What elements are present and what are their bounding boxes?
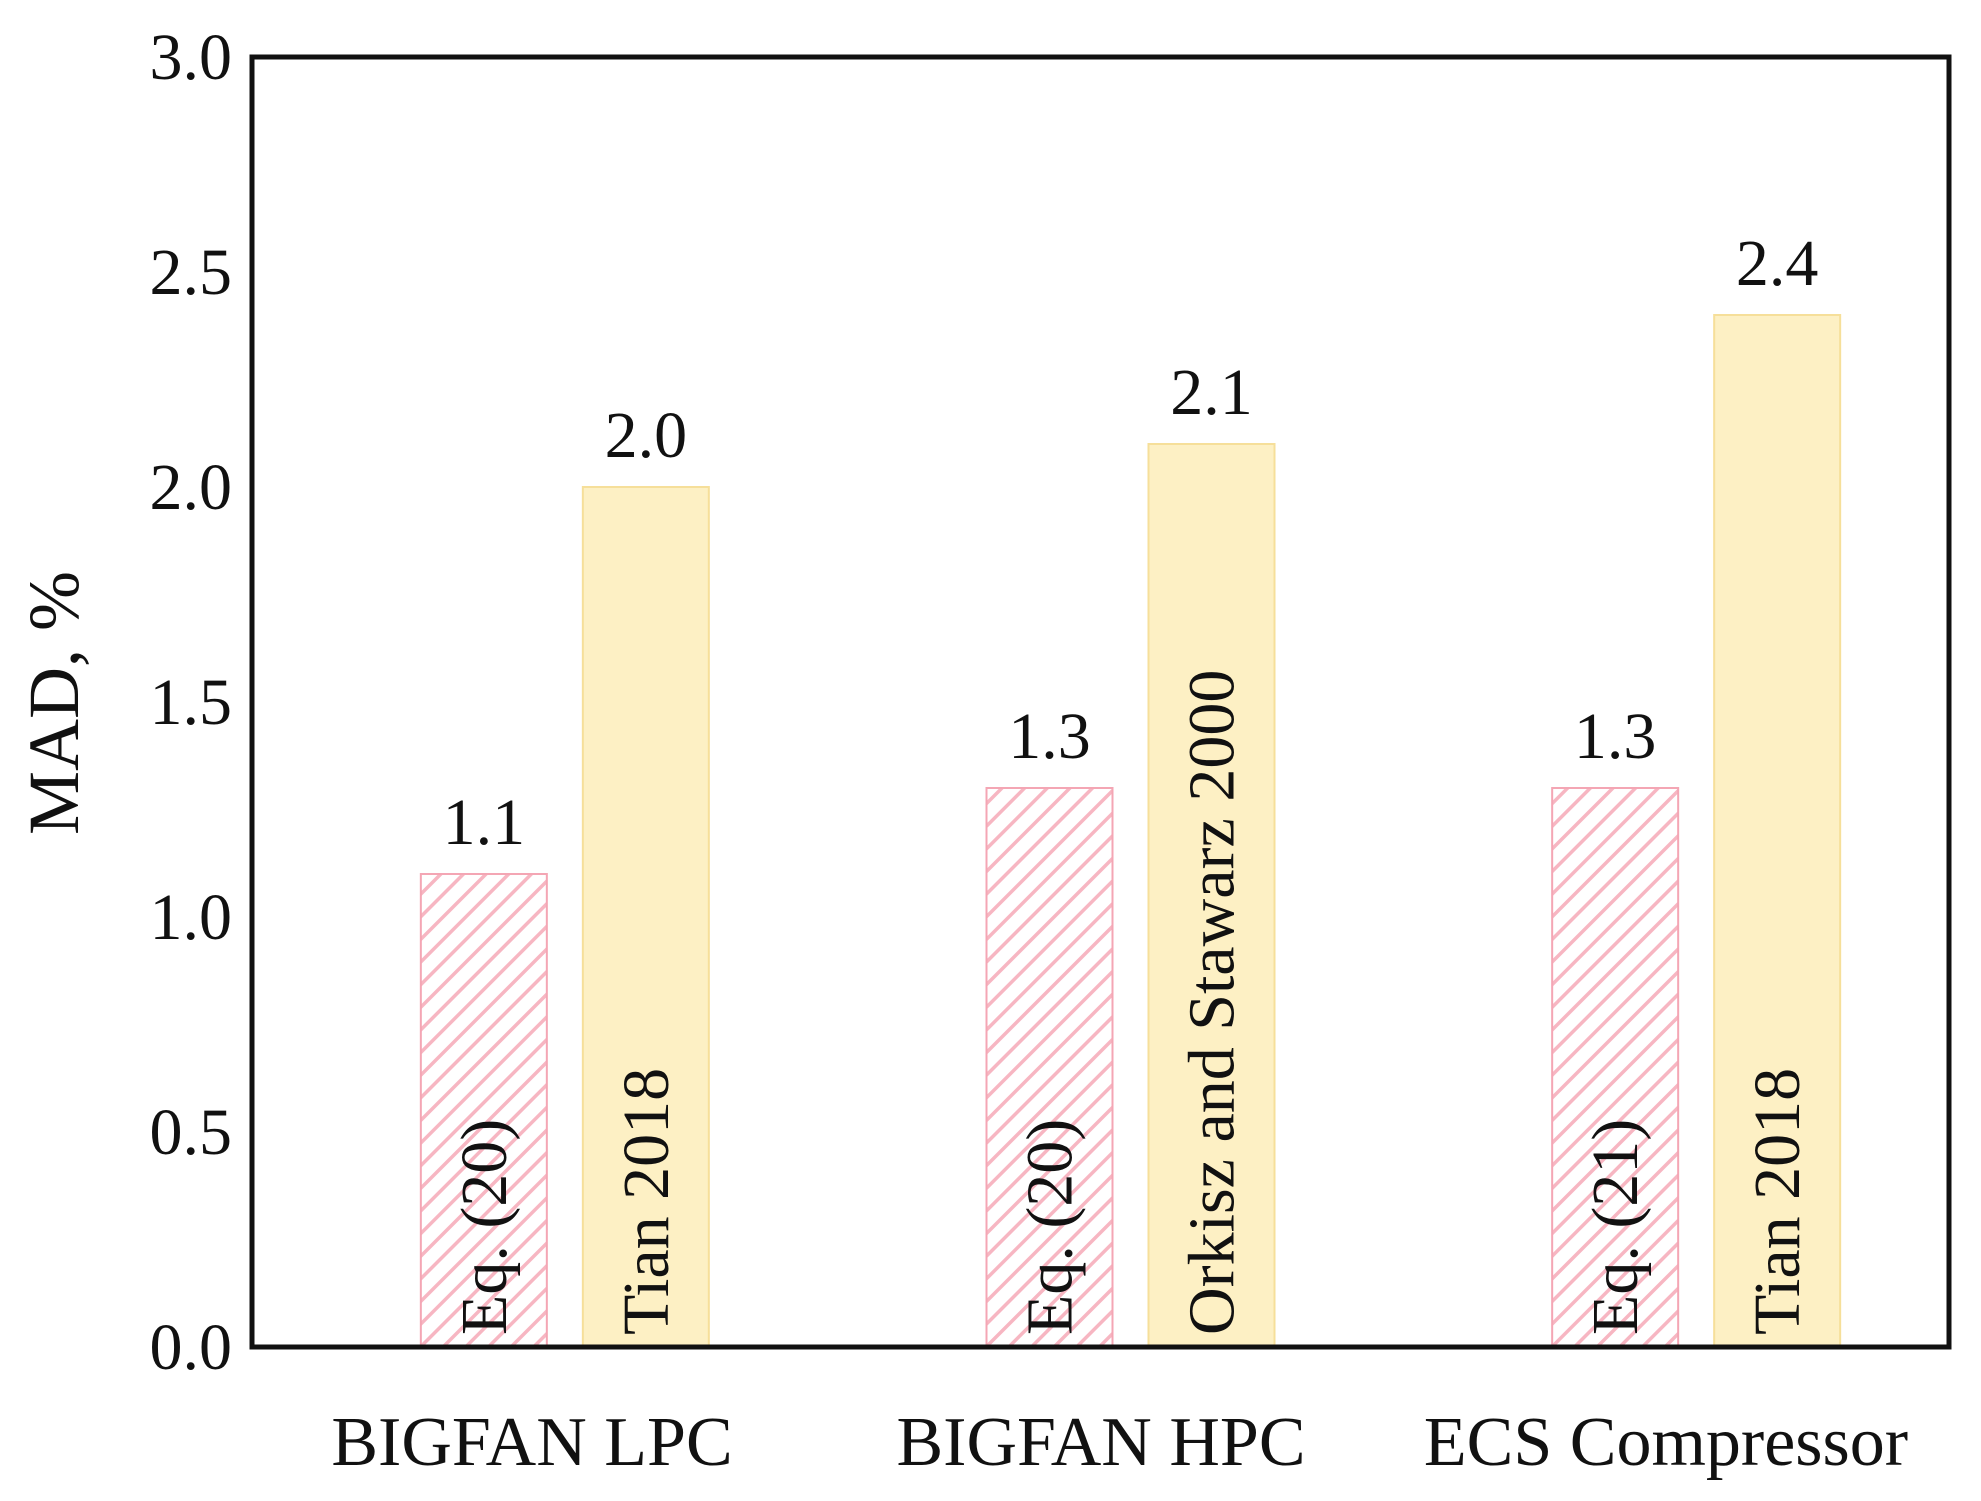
category-label-bigfan-hpc: BIGFAN HPC [896,1404,1305,1481]
bar-series-label-bigfan-lpc-1: Eq. (20) [448,1119,521,1335]
y-tick-label-2: 1.0 [150,881,233,954]
bar-series-label-bigfan-lpc-2: Tian 2018 [610,1068,683,1335]
x-category-labels: BIGFAN LPC BIGFAN HPC ECS Compressor [331,1404,1908,1481]
bar-ecs-compressor-2 [1713,314,1842,1348]
bars-layer [419,314,1842,1348]
bar-series-label-ecs-compressor-1: Eq. (21) [1579,1119,1652,1335]
bar-series-label-bigfan-hpc-1: Eq. (20) [1014,1119,1087,1335]
y-tick-label-0: 0.0 [150,1311,233,1384]
bar-ecs-compressor-1 [1551,787,1680,1348]
bar-bigfan-hpc-1 [985,787,1114,1348]
value-label-ecs-compressor-1: 1.3 [1574,700,1657,773]
y-ticks-layer: 0.0 0.5 1.0 1.5 2.0 2.5 3.0 [150,21,233,1384]
y-tick-label-5: 2.5 [150,236,233,309]
y-axis-title: MAD, % [14,571,94,835]
y-tick-label-6: 3.0 [150,21,233,94]
value-label-bigfan-lpc-2: 2.0 [605,399,688,472]
bar-bigfan-lpc-2 [581,486,710,1348]
category-label-ecs-compressor: ECS Compressor [1424,1404,1908,1481]
value-label-ecs-compressor-2: 2.4 [1736,227,1819,300]
plot-frame [249,54,1952,1350]
value-label-bigfan-lpc-1: 1.1 [443,786,526,859]
y-tick-label-1: 0.5 [150,1096,233,1169]
bar-series-label-ecs-compressor-2: Tian 2018 [1741,1068,1814,1335]
value-label-bigfan-hpc-1: 1.3 [1008,700,1091,773]
value-label-bigfan-hpc-2: 2.1 [1170,356,1253,429]
bar-bigfan-hpc-2 [1147,443,1276,1348]
category-label-bigfan-lpc: BIGFAN LPC [331,1404,732,1481]
labels-layer: 1.1 Eq. (20) 2.0 Tian 2018 1.3 Eq. (20) 2.1 Ork… [443,227,1819,1335]
bar-series-label-bigfan-hpc-2: Orkisz and Stawarz 2000 [1176,670,1249,1335]
y-tick-label-3: 1.5 [150,666,233,739]
bar-bigfan-lpc-1 [419,873,548,1348]
y-tick-label-4: 2.0 [150,451,233,524]
